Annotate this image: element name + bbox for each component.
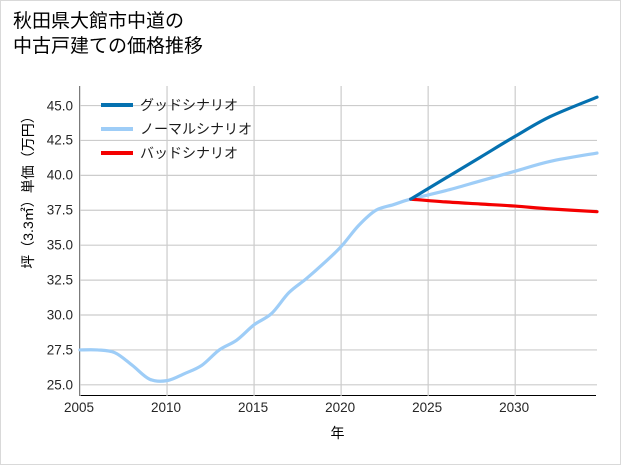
y-tick-label: 40.0 [46, 167, 73, 183]
y-tick-label: 45.0 [46, 98, 73, 114]
legend-item-bad[interactable]: バッドシナリオ [101, 141, 252, 165]
chart-series-lines [78, 95, 599, 383]
x-axis-title: 年 [330, 425, 345, 441]
legend-label-good: グッドシナリオ [140, 97, 238, 113]
y-tick-label: 42.5 [46, 132, 73, 148]
y-tick-label: 35.0 [46, 237, 73, 253]
y-axis-title: 坪（3.3㎡）単価（万円） [20, 109, 36, 269]
legend-label-normal: ノーマルシナリオ [140, 121, 252, 137]
legend-item-normal[interactable]: ノーマルシナリオ [101, 117, 252, 141]
y-tick-label: 37.5 [46, 202, 73, 218]
chart-gridlines [79, 86, 597, 396]
y-tick-label: 27.5 [46, 342, 73, 358]
x-tick-label: 2025 [412, 400, 443, 415]
legend-item-good[interactable]: グッドシナリオ [101, 93, 252, 117]
legend-swatch-bad [101, 151, 133, 155]
y-tick-label: 30.0 [46, 307, 73, 323]
x-tick-label: 2005 [63, 400, 95, 415]
x-tick-label: 2030 [499, 400, 530, 415]
legend-swatch-normal [101, 127, 133, 131]
y-tick-label: 32.5 [46, 272, 73, 288]
plot-area [78, 86, 599, 396]
x-tick-label: 2015 [238, 400, 269, 415]
y-tick-label: 25.0 [46, 377, 73, 393]
x-tick-label: 2020 [325, 400, 356, 415]
legend-label-bad: バッドシナリオ [140, 145, 238, 161]
y-axis-tick-labels: 25.0 27.5 30.0 32.5 35.0 37.5 40.0 42.5 45.0 [1, 1, 73, 464]
x-tick-label: 2010 [151, 400, 182, 415]
legend-swatch-good [101, 103, 133, 107]
chart-title: 秋田県大館市中道の 中古戸建ての価格推移 [13, 11, 204, 57]
chart-legend: グッドシナリオ ノーマルシナリオ バッドシナリオ [101, 93, 252, 165]
